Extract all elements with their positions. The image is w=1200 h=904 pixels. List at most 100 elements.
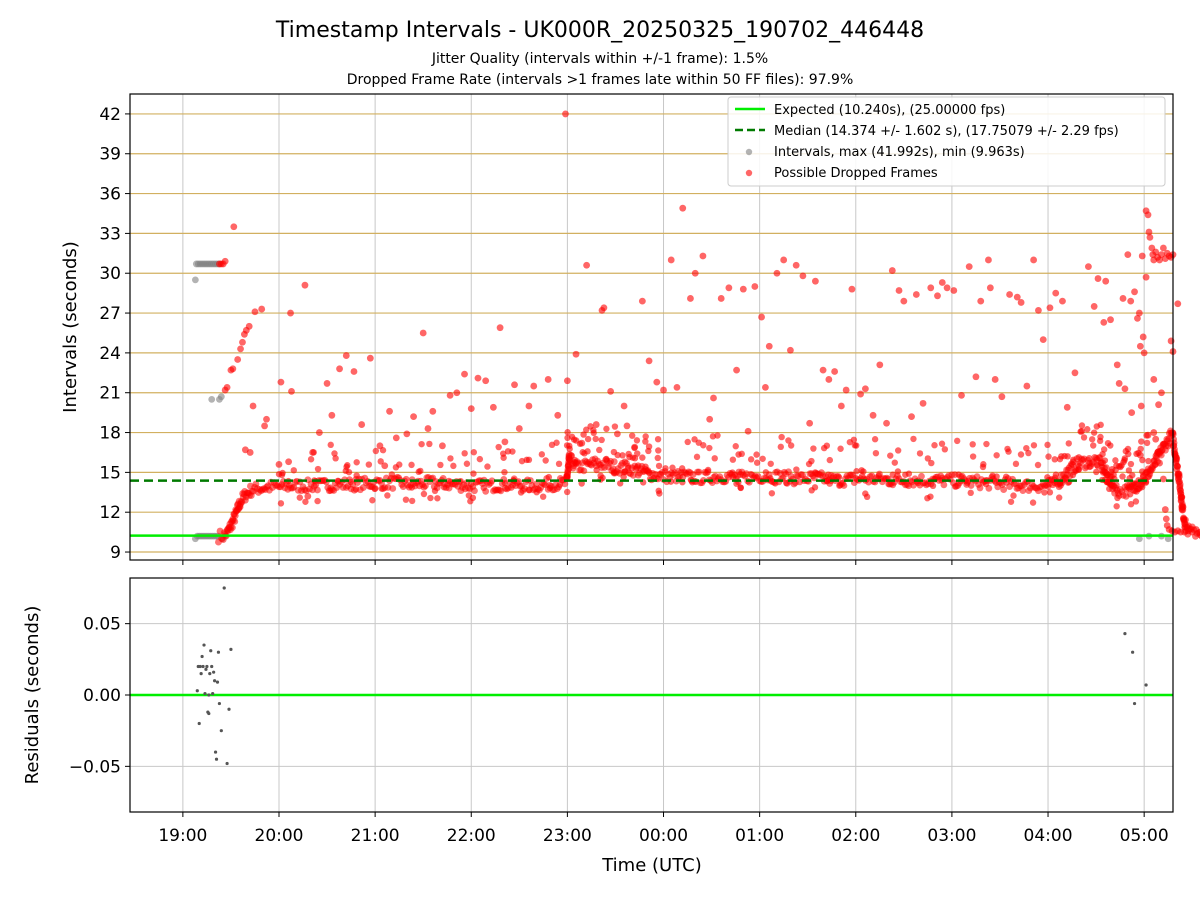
dropped-frame-point: [1053, 472, 1059, 478]
dropped-frame-point: [495, 444, 501, 450]
dropped-frame-point: [461, 450, 467, 456]
dropped-frame-point: [674, 384, 681, 391]
dropped-frame-point: [1141, 349, 1148, 356]
dropped-frame-point: [1125, 446, 1131, 452]
dropped-frame-point: [237, 346, 244, 353]
dropped-frame-point: [889, 267, 896, 274]
dropped-frame-point: [1138, 403, 1145, 410]
dropped-trend-point: [1177, 481, 1184, 488]
dropped-frame-point: [439, 442, 446, 449]
dropped-frame-point: [353, 459, 359, 465]
dropped-frame-point: [475, 375, 482, 382]
dropped-frame-point: [864, 494, 870, 500]
dropped-frame-point: [754, 460, 760, 466]
dropped-frame-point: [906, 470, 912, 476]
dropped-frame-point: [302, 282, 309, 289]
dropped-frame-point: [288, 388, 295, 395]
dropped-frame-point: [1162, 506, 1169, 513]
residual-point: [212, 671, 215, 674]
dropped-frame-point: [656, 463, 662, 469]
residual-point: [199, 665, 202, 668]
dropped-frame-point: [1155, 401, 1162, 408]
dropped-frame-point: [655, 455, 661, 461]
dropped-frame-point: [526, 487, 532, 493]
dropped-frame-point: [490, 404, 497, 411]
dropped-frame-point: [778, 444, 784, 450]
x-tick-label: 23:00: [543, 826, 592, 846]
dropped-frame-point: [564, 489, 570, 495]
dropped-frame-point: [737, 484, 743, 490]
dropped-frame-point: [1030, 257, 1037, 264]
dropped-frame-point: [1163, 515, 1170, 522]
chart-subtitle-jitter: Jitter Quality (intervals within +/-1 fr…: [431, 51, 768, 67]
dropped-frame-point: [843, 387, 850, 394]
dropped-frame-point: [336, 365, 343, 372]
dropped-frame-point: [409, 498, 415, 504]
dropped-trend-point: [611, 458, 618, 465]
dropped-frame-point: [1064, 453, 1070, 459]
dropped-frame-point: [1079, 422, 1085, 428]
dropped-frame-point: [729, 469, 735, 475]
dropped-frame-point: [847, 439, 853, 445]
dropped-frame-point: [1064, 404, 1071, 411]
dropped-frame-point: [450, 463, 456, 469]
dropped-frame-point: [896, 287, 903, 294]
dropped-trend-point: [918, 473, 925, 480]
dropped-frame-point: [662, 465, 668, 471]
dropped-frame-point: [858, 467, 864, 473]
dropped-frame-point: [557, 481, 563, 487]
dropped-frame-point: [584, 448, 590, 454]
dropped-frame-point: [1091, 429, 1097, 435]
dropped-frame-point: [862, 385, 869, 392]
dropped-frame-point: [1156, 460, 1163, 467]
dropped-frame-point: [580, 431, 586, 437]
dropped-frame-point: [571, 459, 577, 465]
dropped-frame-point: [416, 469, 422, 475]
dropped-frame-point: [825, 376, 832, 383]
dropped-frame-point: [429, 408, 436, 415]
dropped-frame-point: [252, 308, 259, 315]
dropped-frame-point: [977, 298, 984, 305]
dropped-frame-point: [983, 441, 989, 447]
dropped-frame-point: [614, 452, 620, 458]
dropped-frame-point: [788, 442, 794, 448]
x-tick-label: 21:00: [351, 826, 400, 846]
residuals-y-tick-label: −0.05: [69, 757, 121, 777]
dropped-frame-point: [396, 461, 402, 467]
dropped-frame-point: [497, 324, 504, 331]
dropped-frame-point: [758, 314, 765, 321]
dropped-frame-point: [366, 461, 372, 467]
dropped-frame-point: [646, 469, 652, 475]
dropped-frame-point: [585, 436, 591, 442]
dropped-frame-point: [1145, 458, 1151, 464]
dropped-frame-point: [766, 343, 773, 350]
dropped-frame-point: [712, 455, 718, 461]
dropped-frame-point: [810, 445, 816, 451]
dropped-frame-point: [1102, 278, 1109, 285]
legend-median-label: Median (14.374 +/- 1.602 s), (17.75079 +…: [774, 124, 1119, 139]
dropped-frame-point: [612, 423, 618, 429]
dropped-frame-point: [403, 430, 410, 437]
dropped-trend-point: [1000, 486, 1007, 493]
dropped-frame-point: [1072, 369, 1079, 376]
dropped-frame-point: [614, 430, 621, 437]
dropped-frame-point: [930, 483, 936, 489]
x-tick-label: 04:00: [1024, 826, 1073, 846]
dropped-frame-point: [970, 453, 976, 459]
dropped-trend-point: [471, 487, 478, 494]
dropped-frame-point: [246, 323, 253, 330]
dropped-frame-point: [998, 393, 1005, 400]
dropped-frame-point: [573, 351, 580, 358]
dropped-frame-point: [482, 377, 489, 384]
residual-point: [1144, 683, 1147, 686]
dropped-frame-point: [1066, 440, 1072, 446]
dropped-frame-point: [895, 447, 901, 453]
dropped-frame-point: [230, 223, 237, 230]
dropped-frame-point: [920, 400, 927, 407]
dropped-frame-point: [1133, 498, 1139, 504]
dropped-frame-point: [989, 472, 995, 478]
dropped-frame-point: [1128, 409, 1135, 416]
residual-point: [200, 655, 203, 658]
dropped-frame-point: [1070, 457, 1076, 463]
legend-intervals-marker: [746, 149, 752, 155]
